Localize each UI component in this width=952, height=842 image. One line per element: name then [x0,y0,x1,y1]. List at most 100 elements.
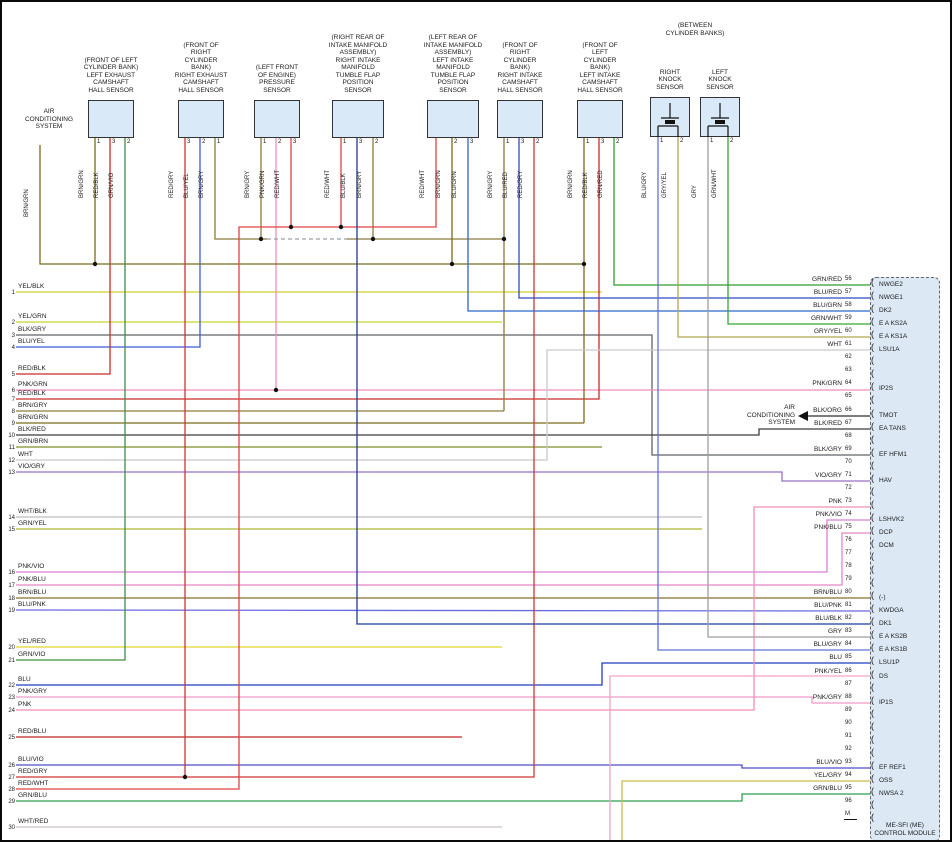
module-pin-m-underline [844,819,857,821]
module-wire-color-label: BLK/GRY [813,445,842,453]
left-wire-color-label: YEL/BLK [18,283,45,290]
module-pin-number: 66 [845,406,852,413]
left-wire-number: 20 [8,645,15,651]
left-wire-number: 4 [11,345,15,351]
module-pin-number: 87 [845,680,852,687]
module-pin-number: 72 [845,484,852,491]
module-pin-connector: ( [871,564,874,575]
module-pin-number: 92 [845,745,852,752]
left-wire-color-label: PNK [18,701,32,708]
sensor-box [332,100,384,138]
module-wire-color-label: GRN/RED [812,276,842,283]
module-wire-color-label: GRN/BLU [813,784,842,792]
module-wire-color-label: BLU/RED [813,289,842,297]
module-wire-color-label: YEL/GRY [813,771,842,779]
module-pin-number: M [845,811,850,818]
sensor-pin-number: 1 [97,139,101,145]
module-pin-number: 60 [845,328,852,335]
module-pin-signal: NWSA 2 [879,789,904,797]
junction-dot [501,236,507,242]
left-wire-number: 24 [8,708,15,714]
wire-4-BLU-YEL [16,138,201,348]
sensor-wire-color-label: BLU/GRY [642,171,648,198]
wire-21-GRN-VIO [16,138,126,661]
module-pin-connector: ( [871,290,874,301]
module-pin-number: 57 [845,289,852,296]
sensor-label: (FRONT OF RIGHT CYLINDER BANK) RIGHT INT… [497,41,543,94]
module-pin-number: 85 [845,654,852,661]
sensor-pin-number: 3 [359,139,363,145]
module-pin-signal: E A KS2A [879,320,908,328]
wire-27-RED-GRY [16,138,535,778]
sensor-pin-number: 3 [187,139,191,145]
sensor-wire-color-label: GRN/VIO [109,172,115,198]
module-pin-number: 65 [845,393,852,400]
wire-17-PNK-BLU-75 [16,532,870,586]
module-pin-number: 58 [845,302,852,309]
module-pin-connector: ( [871,681,874,692]
sensor-box [254,100,300,138]
module-wire-color-label: PNK/YEL [814,667,842,675]
sensor-label: (FRONT OF LEFT CYLINDER BANK) LEFT INTAK… [577,41,623,94]
sensor-pin-number: 2 [616,139,620,145]
left-wire-color-label: YEL/RED [18,638,46,645]
module-pin-connector: ( [871,590,874,601]
left-wire-number: 26 [8,763,15,769]
module-pin-number: 59 [845,315,852,322]
left-wire-color-label: WHT/RED [18,818,49,825]
module-pin-signal: DCP [879,528,893,536]
module-pin-number: 95 [845,784,852,791]
sensor-pin-number: 1 [586,139,590,145]
left-wire-color-label: PNK/GRY [18,688,48,695]
module-pin-signal: DCM [879,542,894,549]
module-pin-connector: ( [871,355,874,366]
module-pin-number: 82 [845,615,852,622]
module-pin-number: 91 [845,732,852,739]
module-pin-signal: DK1 [879,620,892,628]
left-wire-color-label: BLU [18,676,31,683]
left-wire-color-label: GRN/BRN [18,438,48,445]
module-pin-number: 94 [845,771,852,778]
module-pin-signal: HAV [879,476,892,484]
left-wire-color-label: BLU/VIO [18,756,44,763]
module-pin-connector: ( [871,668,874,679]
module-wire-color-label: BLU [829,654,842,662]
sensor-pin-number: 2 [730,138,734,144]
left-wire-number: 7 [11,397,15,403]
module-pin-connector: ( [871,616,874,627]
module-wire-color-label: GRN/WHT [810,315,842,323]
junction-dot [370,236,376,242]
wire-5-RED-BLK [16,138,111,375]
module-pin-connector: ( [871,746,874,757]
wire-9c-BRN-GRN-AC [39,145,584,265]
left-wire-number: 14 [8,515,15,521]
junction-dot [92,261,98,267]
module-wire-color-label: PNK/GRN [812,380,842,388]
sensor-wire-color-label: BLU/YEL [184,173,190,198]
module-wire-color-label: GRY/YEL [813,328,842,336]
left-wire-color-label: RED/BLU [18,728,47,735]
module-pin-connector: ( [871,694,874,705]
sensor-label: (FRONT OF LEFT CYLINDER BANK) LEFT EXHAU… [83,56,139,94]
module-pin-number: 93 [845,758,852,765]
module-wire-color-label: BLU/GRN [813,302,842,310]
left-wire-number: 3 [11,333,15,339]
left-wire-color-label: PNK/BLU [18,576,46,583]
left-wire-number: 23 [8,695,15,701]
module-pin-connector: ( [871,459,874,470]
module-wire-color-label: BLU/GRY [813,641,842,649]
wire-GRN-RED-56 [613,138,870,286]
sensor-pin-number: 2 [278,139,282,145]
left-wire-number: 10 [8,433,15,439]
module-pin-number: 86 [845,667,852,674]
module-pin-connector: ( [871,368,874,379]
wire-7-RED-BLK [16,138,600,400]
wire-BLU-GRN-58 [467,138,870,312]
module-pin-connector: ( [871,720,874,731]
left-wire-number: 28 [8,787,15,793]
wire-24-PNK-73 [16,506,870,711]
wire-23-PNK-GRY-88 [16,696,870,704]
module-pin-connector: ( [871,511,874,522]
sensor-wire-color-label: GRN/RED [598,170,604,198]
